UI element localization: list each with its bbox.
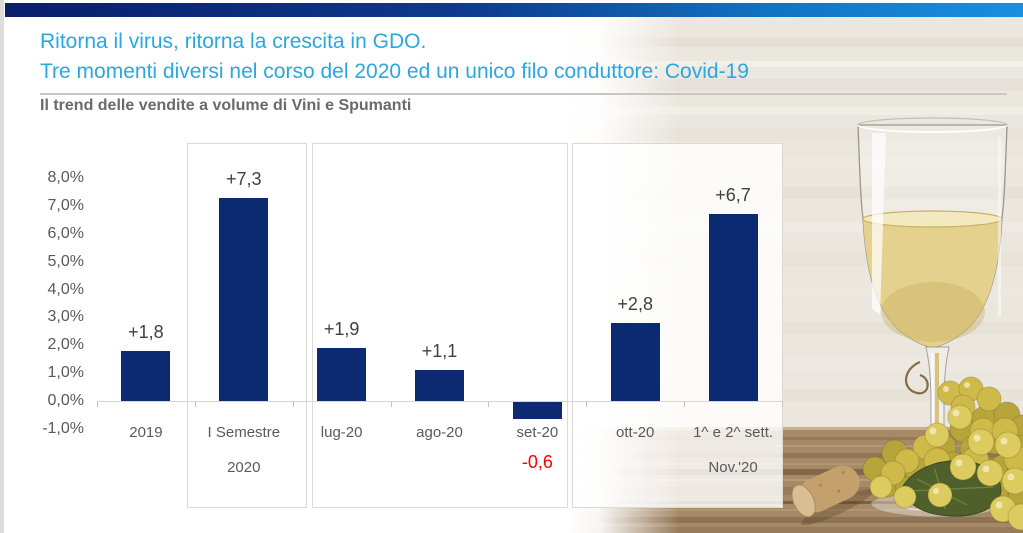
- wine-glass: [857, 117, 1008, 476]
- y-axis-label: 2,0%: [47, 336, 84, 354]
- y-axis-label: 4,0%: [47, 280, 84, 298]
- y-axis-label: 0,0%: [47, 392, 84, 409]
- x-axis-tick: [782, 402, 783, 407]
- x-axis-tick: [97, 402, 98, 407]
- bar: [219, 197, 269, 401]
- x-axis-tick: [194, 402, 196, 407]
- x-axis-tick: [488, 402, 490, 407]
- value-label: +7,3: [226, 168, 262, 189]
- value-label: +1,9: [323, 319, 360, 340]
- category-label: set-20: [516, 424, 559, 441]
- category-label-line2: Nov.'20: [708, 459, 758, 476]
- category-label: lug-20: [320, 424, 363, 441]
- slide-left-edge: [0, 0, 4, 533]
- value-label: +1,1: [421, 341, 458, 362]
- x-axis-tick: [586, 402, 588, 407]
- x-axis-tick: [684, 402, 686, 407]
- bar: [708, 214, 758, 401]
- chart-subtitle: Il trend delle vendite a volume di Vini …: [40, 97, 412, 114]
- slide-title: Ritorna il virus, ritorna la crescita in…: [40, 27, 1000, 87]
- value-label-negative: -0,6: [521, 452, 553, 472]
- group-box-estate: [312, 143, 568, 508]
- wine: [863, 211, 1002, 347]
- value-label: +1,8: [128, 321, 164, 342]
- bar: [610, 322, 660, 401]
- x-axis-line: [97, 401, 782, 402]
- y-axis-label: 8,0%: [47, 169, 84, 186]
- category-label: 1^ e 2^ sett.: [693, 424, 774, 441]
- wine-surface: [862, 210, 1003, 228]
- x-axis-tick: [292, 402, 294, 407]
- y-axis-label: 5,0%: [47, 252, 84, 270]
- category-label: ott-20: [616, 424, 655, 441]
- category-label: 2019: [129, 424, 163, 441]
- category-label: I Semestre: [207, 424, 281, 441]
- bar: [121, 350, 171, 401]
- value-label: +6,7: [715, 185, 751, 206]
- y-axis-label: 6,0%: [47, 224, 84, 242]
- bar: [512, 402, 562, 419]
- y-axis-label: -1,0%: [42, 419, 84, 437]
- cork: [791, 465, 874, 526]
- slide-title-line2: Tre momenti diversi nel corso del 2020 e…: [40, 60, 749, 83]
- top-accent-bar: [5, 3, 1023, 17]
- x-axis-tick: [390, 402, 392, 407]
- category-label: ago-20: [416, 424, 463, 441]
- value-label: +2,8: [617, 293, 653, 314]
- bar: [317, 348, 367, 401]
- y-axis-label: 7,0%: [47, 196, 84, 214]
- slide-title-line1: Ritorna il virus, ritorna la crescita in…: [40, 30, 427, 53]
- bar: [415, 370, 464, 401]
- category-label-line2: 2020: [227, 459, 261, 476]
- vine-tendril: [905, 360, 929, 395]
- grape-highlights: [929, 382, 1015, 509]
- title-divider-line: [40, 93, 1007, 95]
- y-axis-label: 1,0%: [47, 364, 84, 382]
- y-axis-label: 3,0%: [47, 308, 84, 326]
